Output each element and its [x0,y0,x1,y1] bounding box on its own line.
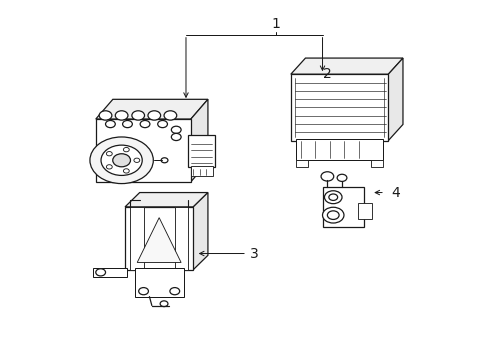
Circle shape [106,165,112,169]
Bar [290,74,387,140]
Circle shape [115,111,128,120]
Circle shape [139,288,148,295]
Polygon shape [290,58,402,74]
Bar [93,268,127,277]
Circle shape [123,169,129,173]
Circle shape [123,148,129,152]
Circle shape [101,145,142,175]
Circle shape [132,111,144,120]
Bar [174,207,188,270]
Circle shape [324,191,341,204]
Polygon shape [125,193,207,207]
Polygon shape [387,58,402,140]
Circle shape [113,154,130,167]
Circle shape [321,172,333,181]
Bar [322,187,363,226]
Bar [188,135,215,167]
Circle shape [171,134,181,140]
Text: 4: 4 [390,185,399,199]
Bar [130,207,143,270]
Bar [190,166,212,176]
Text: 1: 1 [271,17,280,31]
Bar [125,207,193,270]
Bar [96,119,190,182]
Polygon shape [193,193,207,270]
Polygon shape [190,99,207,182]
Circle shape [140,121,150,128]
Circle shape [99,111,112,120]
Bar [370,159,383,167]
Text: 3: 3 [249,247,258,261]
Text: 2: 2 [323,67,331,81]
Circle shape [328,194,337,201]
Circle shape [105,121,115,128]
Circle shape [158,121,167,128]
Circle shape [122,121,132,128]
Bar [357,203,371,220]
Circle shape [161,158,167,163]
Circle shape [134,158,140,162]
Bar [295,139,383,160]
Circle shape [336,174,346,181]
Bar [295,159,307,167]
Polygon shape [96,99,207,119]
Circle shape [322,207,343,223]
Circle shape [171,126,181,134]
Circle shape [148,111,160,120]
Bar [135,268,183,297]
Polygon shape [137,218,181,262]
Circle shape [169,288,179,295]
Circle shape [163,111,176,120]
Circle shape [90,137,153,184]
Circle shape [327,211,338,220]
Circle shape [96,269,105,276]
Circle shape [106,152,112,156]
Circle shape [160,301,167,307]
